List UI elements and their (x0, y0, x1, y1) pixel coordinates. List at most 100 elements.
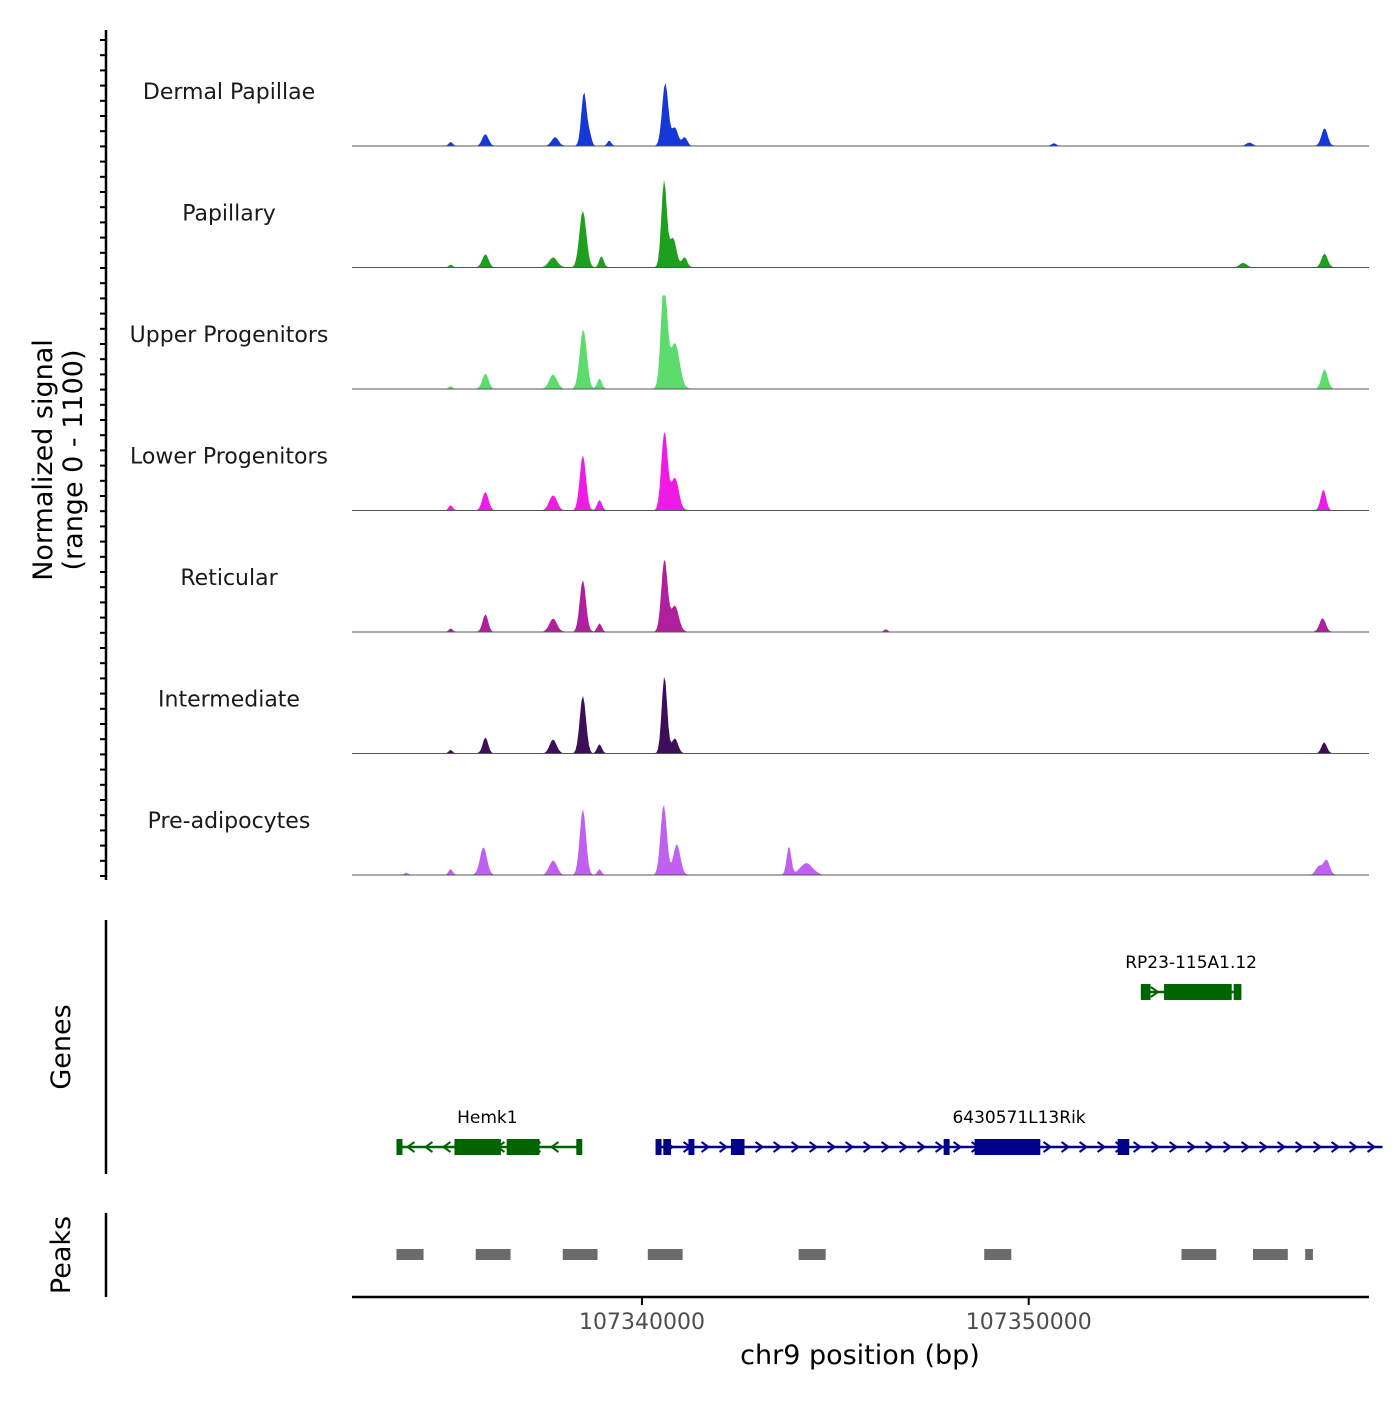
peak-block (562, 1249, 598, 1260)
signal-area (352, 179, 1369, 268)
strand-arrow (1294, 1141, 1305, 1153)
peak-block (1252, 1249, 1288, 1260)
strand-arrow (934, 1141, 945, 1153)
peak-block (1181, 1249, 1217, 1260)
track-label: Upper Progenitors (130, 323, 329, 348)
strand-arrow (1078, 1141, 1089, 1153)
strand-arrow (1222, 1141, 1233, 1153)
strand-arrow (862, 1141, 873, 1153)
gene-exon (1233, 984, 1242, 1000)
gene-exon (688, 1139, 695, 1155)
gene-annotation-track: Hemk1 6430571L13Rik RP23-115A1.12 (396, 953, 1383, 1155)
strand-arrow (1348, 1141, 1359, 1153)
gene-exon (454, 1139, 501, 1155)
strand-arrow (1276, 1141, 1287, 1153)
x-tick-label: 107340000 (579, 1310, 705, 1335)
x-axis-label: chr9 position (bp) (740, 1340, 980, 1371)
strand-arrow (1168, 1141, 1179, 1153)
signal-area (352, 559, 1369, 632)
track-intermediate: Intermediate (158, 677, 1369, 754)
gene-exon (974, 1139, 1041, 1155)
signal-tracks: Dermal Papillae Papillary Upper Progenitor… (130, 80, 1369, 876)
x-axis-ticks: 107340000 107350000 (579, 1297, 1092, 1335)
strand-arrow (1150, 1141, 1161, 1153)
track-lower-progenitors: Lower Progenitors (130, 432, 1369, 511)
gene-hemk1: Hemk1 (396, 1108, 583, 1155)
gene-label: 6430571L13Rik (952, 1108, 1085, 1128)
strand-arrow (1042, 1141, 1053, 1153)
strand-arrow (1186, 1141, 1197, 1153)
track-papillary: Papillary (182, 179, 1369, 268)
strand-arrow (790, 1141, 801, 1153)
gene-exon (730, 1139, 745, 1155)
gene-label: Hemk1 (457, 1108, 517, 1128)
gene-exon (1140, 984, 1151, 1000)
peaks-label: Peaks (46, 1216, 77, 1294)
strand-arrow (1150, 986, 1160, 998)
peak-block (798, 1249, 826, 1260)
strand-arrow (916, 1141, 927, 1153)
gene-exon (396, 1139, 403, 1155)
peak-block (984, 1249, 1012, 1260)
strand-arrow (952, 1141, 963, 1153)
track-reticular: Reticular (180, 559, 1369, 633)
gene-6430571l13rik: 6430571L13Rik (655, 1108, 1383, 1155)
signal-area (352, 432, 1369, 511)
strand-arrow (1312, 1141, 1323, 1153)
strand-arrow (1060, 1141, 1071, 1153)
track-label: Lower Progenitors (130, 445, 328, 470)
signal-area (352, 295, 1369, 389)
gene-exon (506, 1139, 540, 1155)
gene-exon (663, 1139, 672, 1155)
track-pre-adipocytes: Pre-adipocytes (148, 804, 1369, 876)
strand-arrow (808, 1141, 819, 1153)
track-label: Intermediate (158, 688, 300, 713)
strand-arrow (549, 1141, 560, 1153)
peak-block (647, 1249, 683, 1260)
signal-area (352, 804, 1369, 875)
strand-arrow (700, 1141, 711, 1153)
gene-label: RP23-115A1.12 (1125, 953, 1257, 973)
gene-exon (1164, 984, 1232, 1000)
strand-arrow (844, 1141, 855, 1153)
strand-arrow (441, 1141, 452, 1153)
signal-y-axis (100, 30, 108, 880)
y-axis-label: Normalized signal (28, 339, 59, 581)
genes-label: Genes (46, 1004, 77, 1089)
strand-arrow (423, 1141, 434, 1153)
strand-arrow (1096, 1141, 1107, 1153)
strand-arrow (880, 1141, 891, 1153)
signal-area (352, 677, 1369, 754)
peak-block (1305, 1249, 1313, 1260)
strand-arrow (405, 1141, 416, 1153)
y-axis-range-label: (range 0 - 1100) (58, 350, 89, 571)
gene-exon (655, 1139, 662, 1155)
strand-arrow (1330, 1141, 1341, 1153)
strand-arrow (1240, 1141, 1251, 1153)
strand-arrow (898, 1141, 909, 1153)
track-label: Reticular (180, 566, 278, 591)
gene-exon (943, 1139, 950, 1155)
x-tick-label: 107350000 (966, 1310, 1092, 1335)
gene-rp23-115a1-12: RP23-115A1.12 (1125, 953, 1257, 1000)
signal-area (352, 83, 1369, 146)
strand-arrow (1132, 1141, 1143, 1153)
strand-arrow (754, 1141, 765, 1153)
strand-arrow (1204, 1141, 1215, 1153)
strand-arrow (718, 1141, 729, 1153)
strand-arrow (1366, 1141, 1377, 1153)
track-label: Dermal Papillae (143, 80, 315, 105)
gene-exon (1117, 1139, 1130, 1155)
strand-arrow (772, 1141, 783, 1153)
peak-block (396, 1249, 424, 1260)
strand-arrow (826, 1141, 837, 1153)
gene-exon (576, 1139, 583, 1155)
peak-block (475, 1249, 511, 1260)
peaks-track (396, 1249, 1313, 1260)
track-upper-progenitors: Upper Progenitors (130, 295, 1369, 390)
strand-arrow (1258, 1141, 1269, 1153)
track-label: Pre-adipocytes (148, 809, 311, 834)
track-dermal-papillae: Dermal Papillae (143, 80, 1369, 147)
